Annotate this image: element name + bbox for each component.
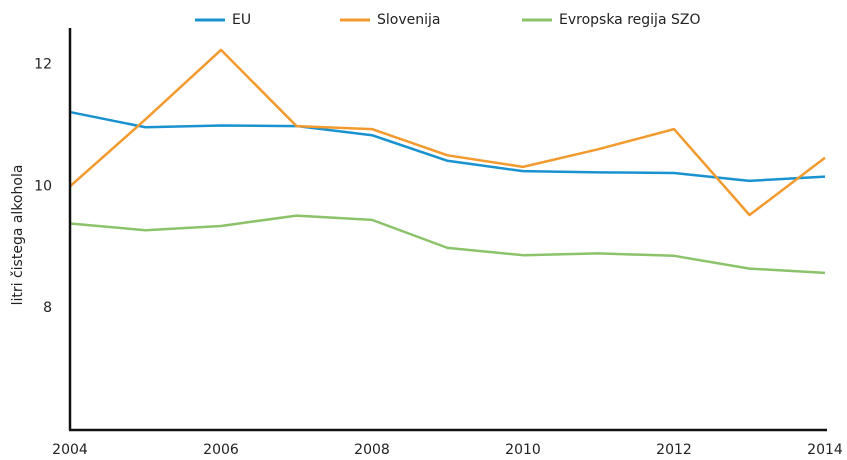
y-tick-label: 8 xyxy=(43,300,52,316)
y-tick-label: 12 xyxy=(34,57,52,73)
x-tick-label: 2004 xyxy=(52,442,88,458)
series-line xyxy=(69,110,826,183)
legend-label: Evropska regija SZO xyxy=(559,12,700,28)
x-tick-label: 2010 xyxy=(505,442,541,458)
y-tick-label: 10 xyxy=(34,178,52,194)
y-axis-label: litri čistega alkohola xyxy=(10,165,26,306)
x-tick-label: 2012 xyxy=(656,442,692,458)
x-tick-label: 2006 xyxy=(203,442,239,458)
series-line xyxy=(69,48,826,217)
x-tick-label: 2008 xyxy=(354,442,390,458)
legend-label: EU xyxy=(232,12,251,28)
x-tick-label: 2014 xyxy=(807,442,843,458)
series-line xyxy=(69,214,826,275)
legend-label: Slovenija xyxy=(377,12,440,28)
